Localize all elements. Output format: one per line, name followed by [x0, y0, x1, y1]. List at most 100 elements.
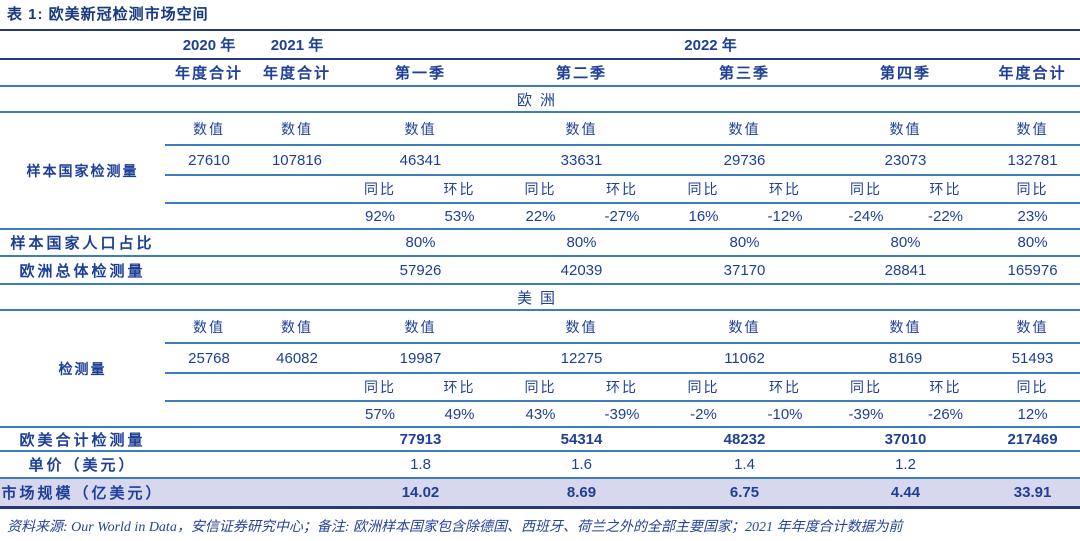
col-header-2020: 2020 年: [165, 31, 253, 60]
market-size-q3: 6.75: [663, 478, 826, 509]
europe-value-header-row: 样本国家检测量 数值 数值 数值 数值 数值 数值 数值: [0, 112, 1080, 230]
qoq-header: 环比: [744, 373, 826, 402]
row-label-europe-total: 欧洲总体检测量: [0, 256, 165, 285]
value-header: 数值: [341, 112, 500, 146]
europe-total-q4: 28841: [826, 256, 985, 285]
section-label-europe: 欧洲: [0, 86, 1080, 113]
value-header: 数值: [500, 112, 663, 146]
year-header-row: 2020 年 2021 年 2022 年: [0, 31, 1080, 60]
europe-total-q1: 57926: [341, 256, 500, 285]
row-label-market-size: 市场规模（亿美元）: [0, 478, 165, 509]
us-q1-qoq: 49%: [419, 401, 500, 428]
europe-value-q2: 33631: [500, 145, 663, 176]
us-q3-qoq: -10%: [744, 401, 826, 428]
empty-cell: [165, 175, 253, 204]
europe-growth-values-row: 92% 53% 22% -27% 16% -12% -24% -22% 23%: [0, 203, 1080, 230]
empty-cell: [165, 478, 253, 509]
value-header: 数值: [341, 310, 500, 344]
qoq-header: 环比: [906, 175, 985, 204]
value-header: 数值: [253, 310, 341, 344]
qoq-header: 环比: [581, 175, 663, 204]
yoy-header: 同比: [985, 175, 1080, 204]
row-label-unit-price: 单价（美元）: [0, 451, 165, 479]
col-header-2022: 2022 年: [341, 31, 1080, 60]
europe-values-row: 27610 107816 46341 33631 29736 23073 132…: [0, 145, 1080, 176]
empty-cell: [0, 31, 165, 60]
us-q3-yoy: -2%: [663, 401, 744, 428]
col-header-2022-annual: 年度合计: [985, 59, 1080, 87]
row-label-combined-total: 欧美合计检测量: [0, 427, 165, 452]
population-share-row: 样本国家人口占比 80% 80% 80% 80% 80%: [0, 229, 1080, 257]
unit-price-row: 单价（美元） 1.8 1.6 1.4 1.2: [0, 451, 1080, 479]
covid-testing-market-table: 2020 年 2021 年 2022 年 年度合计 年度合计 第一季 第二季 第…: [0, 31, 1080, 509]
col-header-q3: 第三季: [663, 59, 826, 87]
europe-total-q2: 42039: [500, 256, 663, 285]
europe-q1-yoy: 92%: [341, 203, 419, 230]
europe-q3-qoq: -12%: [744, 203, 826, 230]
empty-cell: [253, 203, 341, 230]
europe-value-q3: 29736: [663, 145, 826, 176]
quarter-header-row: 年度合计 年度合计 第一季 第二季 第三季 第四季 年度合计: [0, 59, 1080, 87]
europe-q4-qoq: -22%: [906, 203, 985, 230]
empty-cell: [165, 203, 253, 230]
market-size-row: 市场规模（亿美元） 14.02 8.69 6.75 4.44 33.91: [0, 478, 1080, 509]
empty-cell: [253, 373, 341, 402]
value-header: 数值: [985, 112, 1080, 146]
empty-cell: [165, 427, 253, 452]
combined-total-row: 欧美合计检测量 77913 54314 48232 37010 217469: [0, 427, 1080, 452]
col-header-q1: 第一季: [341, 59, 500, 87]
europe-annual-yoy: 23%: [985, 203, 1080, 230]
us-value-q2: 12275: [500, 343, 663, 374]
qoq-header: 环比: [419, 175, 500, 204]
col-header-2021: 2021 年: [253, 31, 341, 60]
population-share-q3: 80%: [663, 229, 826, 257]
us-growth-header-row: 同比 环比 同比 环比 同比 环比 同比 环比 同比: [0, 373, 1080, 402]
qoq-header: 环比: [744, 175, 826, 204]
section-label-us: 美国: [0, 284, 1080, 311]
us-growth-values-row: 57% 49% 43% -39% -2% -10% -39% -26% 12%: [0, 401, 1080, 428]
combined-total-q2: 54314: [500, 427, 663, 452]
us-q4-yoy: -39%: [826, 401, 906, 428]
population-share-q4: 80%: [826, 229, 985, 257]
europe-q4-yoy: -24%: [826, 203, 906, 230]
section-row-us: 美国: [0, 284, 1080, 311]
europe-q2-yoy: 22%: [500, 203, 581, 230]
europe-q3-yoy: 16%: [663, 203, 744, 230]
yoy-header: 同比: [663, 175, 744, 204]
value-header: 数值: [663, 112, 826, 146]
empty-cell: [253, 401, 341, 428]
europe-growth-header-row: 同比 环比 同比 环比 同比 环比 同比 环比 同比: [0, 175, 1080, 204]
empty-cell: [253, 451, 341, 479]
europe-value-annual: 132781: [985, 145, 1080, 176]
combined-total-q4: 37010: [826, 427, 985, 452]
qoq-header: 环比: [581, 373, 663, 402]
value-header: 数值: [826, 112, 985, 146]
qoq-header: 环比: [419, 373, 500, 402]
europe-total-annual: 165976: [985, 256, 1080, 285]
us-q4-qoq: -26%: [906, 401, 985, 428]
yoy-header: 同比: [341, 373, 419, 402]
value-header: 数值: [165, 310, 253, 344]
yoy-header: 同比: [985, 373, 1080, 402]
us-values-row: 25768 46082 19987 12275 11062 8169 51493: [0, 343, 1080, 374]
us-value-header-row: 检测量 数值 数值 数值 数值 数值 数值 数值: [0, 310, 1080, 428]
empty-cell: [165, 401, 253, 428]
row-label-us-tests: 检测量: [0, 310, 165, 428]
empty-cell: [165, 451, 253, 479]
population-share-annual: 80%: [985, 229, 1080, 257]
europe-q2-qoq: -27%: [581, 203, 663, 230]
empty-cell: [253, 478, 341, 509]
us-value-q3: 11062: [663, 343, 826, 374]
unit-price-q1: 1.8: [341, 451, 500, 479]
empty-cell: [165, 229, 253, 257]
empty-cell: [165, 373, 253, 402]
us-q1-yoy: 57%: [341, 401, 419, 428]
unit-price-q2: 1.6: [500, 451, 663, 479]
value-header: 数值: [165, 112, 253, 146]
col-header-2020-annual: 年度合计: [165, 59, 253, 87]
us-value-q4: 8169: [826, 343, 985, 374]
europe-value-2021: 107816: [253, 145, 341, 176]
yoy-header: 同比: [826, 373, 906, 402]
combined-total-q1: 77913: [341, 427, 500, 452]
